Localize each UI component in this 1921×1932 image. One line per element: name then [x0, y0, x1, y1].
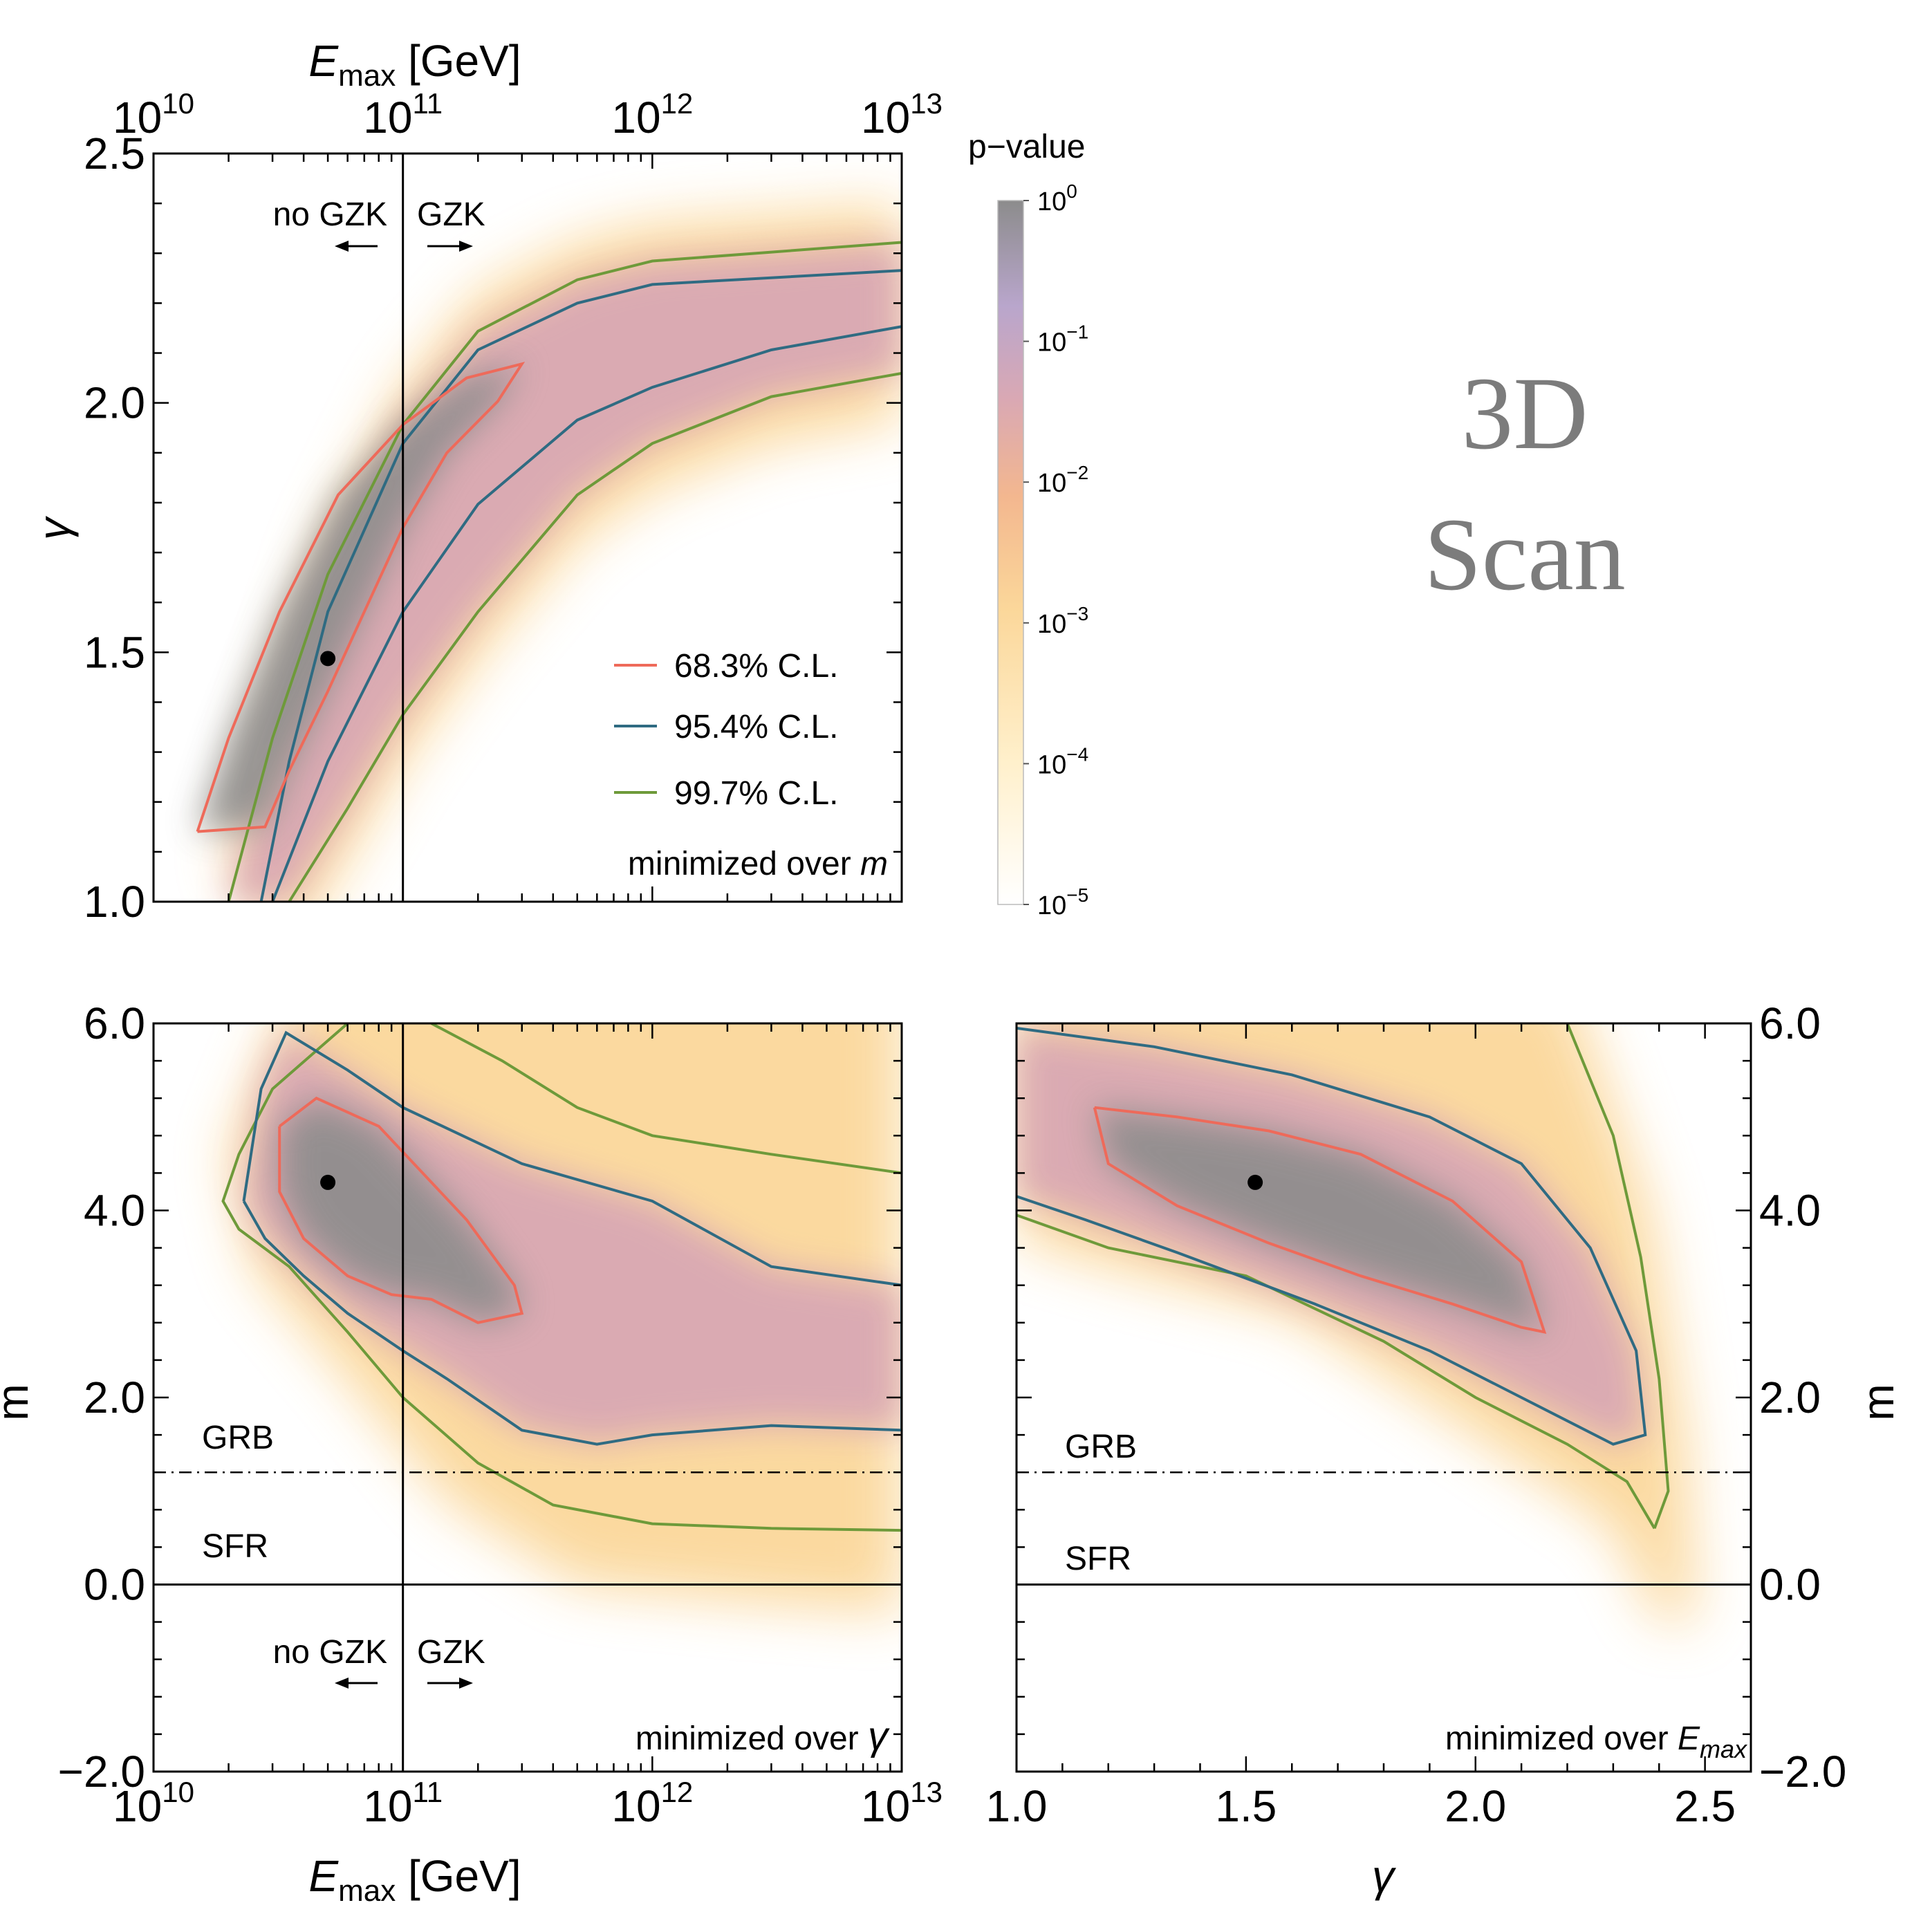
contour-68 — [1093, 1106, 1547, 1334]
contour-95 — [1017, 1026, 1647, 1446]
colorbar-tick-label: 10−5 — [1037, 884, 1088, 920]
colorbar-tick-labels: 100 10−1 10−2 10−3 10−4 10−5 — [1023, 180, 1088, 920]
gzk-label: GZK — [417, 196, 485, 233]
contour-95 — [242, 1030, 902, 1446]
x-tick-label: 2.5 — [1674, 1781, 1736, 1831]
tick-labels: 1010 1011 1012 1013 −2.0 0.0 2.0 4.0 6.0 — [58, 998, 943, 1831]
y-tick-label: 0.0 — [1759, 1560, 1821, 1610]
legend: 68.3% C.L. 95.4% C.L. 99.7% C.L. — [614, 648, 838, 812]
legend-label-99: 99.7% C.L. — [674, 775, 838, 812]
colorbar-tick-label: 10−2 — [1037, 462, 1088, 498]
bottom-x-axis-title: Emax [GeV] — [308, 1851, 521, 1908]
x-tick-label: 2.0 — [1445, 1781, 1506, 1831]
y-tick-label: 1.5 — [84, 627, 145, 677]
x-tick-label: 1011 — [363, 87, 443, 142]
heatmap-top-left — [196, 154, 902, 902]
tick-marks — [152, 1022, 903, 1773]
y-tick-label: 6.0 — [1759, 998, 1821, 1048]
contour-99-upper — [1566, 1023, 1670, 1529]
x-tick-label: 1013 — [861, 1776, 943, 1831]
heatmap-band-core — [197, 364, 522, 832]
y-tick-label: −2.0 — [58, 1747, 145, 1796]
side-title-line2: Scan — [1424, 497, 1626, 612]
tick-labels: 1.0 1.5 2.0 2.5 −2.0 0.0 2.0 4.0 6.0 — [986, 998, 1847, 1831]
x-tick-label: 1010 — [113, 87, 194, 142]
y-tick-label: 2.5 — [84, 129, 145, 178]
colorbar-tick-label: 10−4 — [1037, 743, 1088, 779]
annotation-bottom-left: minimized over γ — [635, 1713, 890, 1758]
heatmap-bottom-right — [1017, 1023, 1751, 1622]
colorbar-gradient-bar — [997, 200, 1024, 905]
grb-label: GRB — [1065, 1429, 1137, 1465]
x-tick-label: 1013 — [861, 87, 943, 142]
heatmap-band-core — [1094, 1107, 1545, 1332]
x-tick-label: 1.0 — [986, 1781, 1048, 1831]
y-tick-label: 2.0 — [84, 1373, 145, 1422]
right-arrow-icon — [427, 1678, 473, 1689]
contour-99-upper — [227, 241, 902, 902]
x-tick-label: 1012 — [611, 87, 693, 142]
x-tick-label: 1.5 — [1215, 1781, 1277, 1831]
tick-labels: 1010 1011 1012 1013 1.0 1.5 2.0 2.5 — [84, 87, 943, 927]
annotation-top-left: minimized over m — [628, 846, 888, 882]
y-tick-label: 4.0 — [84, 1186, 145, 1236]
contour-68 — [196, 362, 526, 833]
gzk-label: GZK — [417, 1634, 485, 1671]
panel-bottom-left: 1010 1011 1012 1013 −2.0 0.0 2.0 4.0 6.0 GRB SFR… — [0, 998, 943, 1908]
right-arrow-icon — [427, 241, 473, 252]
top-x-axis-title: Emax [GeV] — [308, 36, 521, 93]
annotation-bottom-right: minimized over Emax — [1445, 1720, 1748, 1763]
side-title-line1: 3D — [1461, 356, 1588, 471]
tick-marks — [1015, 1022, 1752, 1773]
best-fit-point — [320, 1174, 336, 1190]
colorbar-tick-label: 100 — [1037, 180, 1077, 216]
y-axis-title-gamma: γ — [29, 515, 79, 540]
colorbar-tick-label: 10−3 — [1037, 603, 1088, 639]
colorbar: p−value 100 10−1 10−2 10−3 10−4 10−5 — [968, 129, 1088, 920]
y-tick-label: 6.0 — [84, 998, 145, 1048]
y-axis-title-m-right: m — [1853, 1384, 1903, 1420]
left-arrow-icon — [335, 1678, 378, 1689]
best-fit-point — [320, 651, 336, 667]
colorbar-tick-label: 10−1 — [1037, 322, 1088, 357]
y-tick-label: 2.0 — [84, 378, 145, 428]
y-tick-label: 0.0 — [84, 1560, 145, 1610]
legend-label-95: 95.4% C.L. — [674, 709, 838, 745]
tick-marks — [152, 152, 903, 903]
panel-bottom-right: 1.0 1.5 2.0 2.5 −2.0 0.0 2.0 4.0 6.0 GRB SFR min… — [986, 998, 1903, 1901]
x-tick-label: 1012 — [611, 1776, 693, 1831]
x-axis-title-gamma: γ — [1372, 1851, 1397, 1901]
contour-99-lower — [288, 371, 902, 902]
heatmap-bottom-left — [154, 1023, 902, 1772]
grb-label: GRB — [202, 1420, 274, 1456]
x-tick-label: 1011 — [363, 1776, 443, 1831]
colorbar-title: p−value — [968, 129, 1085, 165]
axes-frame — [152, 152, 903, 903]
contour-99-right — [430, 1023, 902, 1175]
contour-68 — [278, 1096, 524, 1324]
heatmap-band-mid — [243, 1032, 902, 1445]
y-axis-title-m-left: m — [0, 1384, 37, 1420]
best-fit-point — [1247, 1174, 1263, 1190]
heatmap-band-core — [279, 1098, 522, 1323]
y-tick-label: 1.0 — [84, 877, 145, 927]
heatmap-band-mid — [228, 242, 902, 902]
legend-label-68: 68.3% C.L. — [674, 648, 838, 685]
left-arrow-icon — [335, 241, 378, 252]
no-gzk-label: no GZK — [273, 1634, 387, 1671]
sfr-label: SFR — [202, 1528, 268, 1565]
y-tick-label: 4.0 — [1759, 1186, 1821, 1236]
y-tick-label: 2.0 — [1759, 1373, 1821, 1422]
contour-99-left — [221, 1023, 902, 1532]
contour-99-lower — [1017, 1214, 1656, 1530]
x-tick-label: 1010 — [113, 1776, 194, 1831]
contour-95-lower — [271, 325, 902, 902]
sfr-label: SFR — [1065, 1541, 1131, 1577]
y-tick-label: −2.0 — [1759, 1747, 1846, 1796]
no-gzk-label: no GZK — [273, 196, 387, 233]
